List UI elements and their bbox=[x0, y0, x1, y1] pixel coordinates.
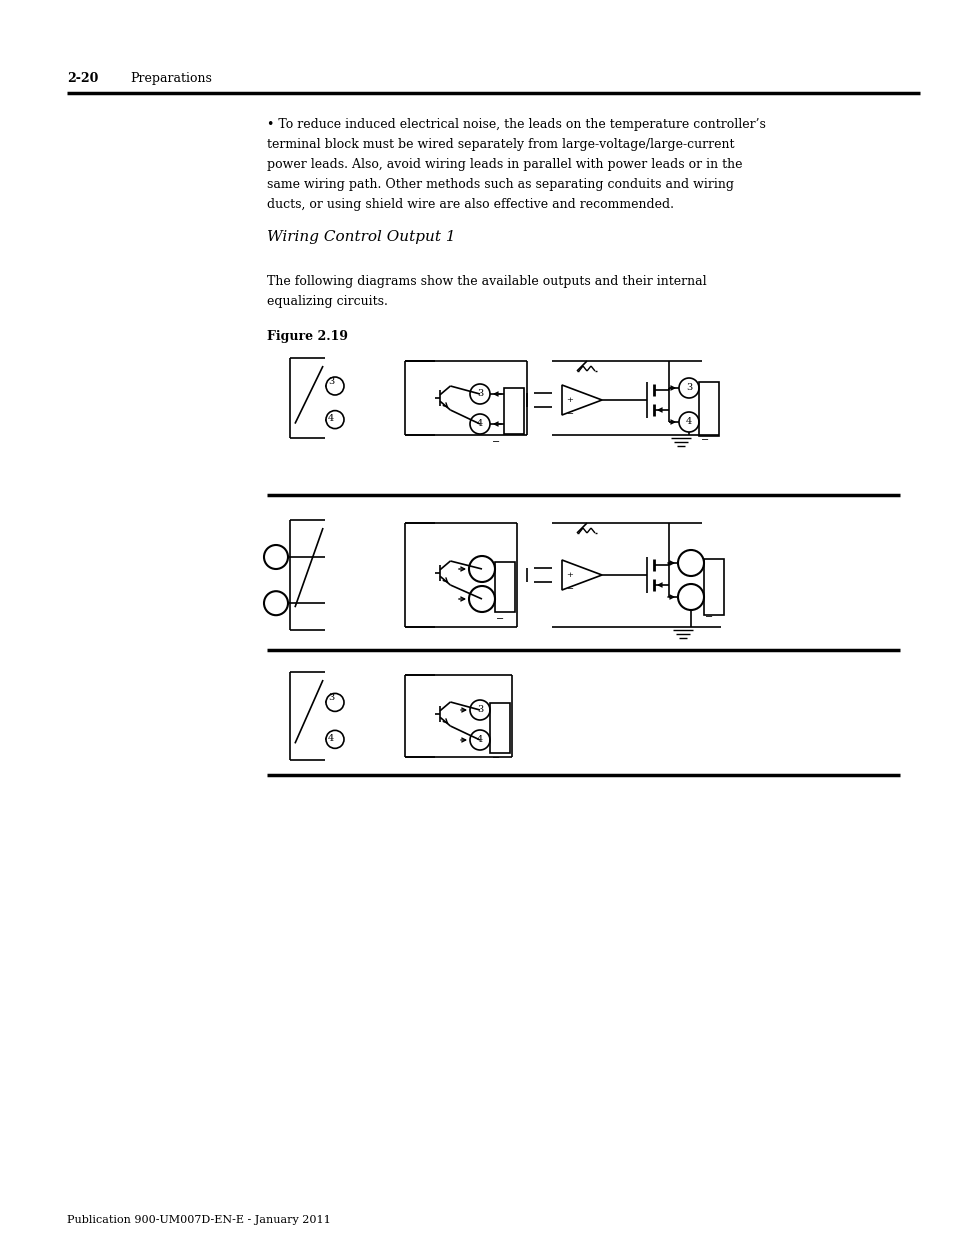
Text: −: − bbox=[492, 438, 499, 447]
Bar bbox=[495, 562, 515, 613]
Text: 4: 4 bbox=[328, 414, 334, 424]
Text: power leads. Also, avoid wiring leads in parallel with power leads or in the: power leads. Also, avoid wiring leads in… bbox=[267, 158, 741, 170]
Text: +: + bbox=[565, 396, 572, 404]
Text: equalizing circuits.: equalizing circuits. bbox=[267, 295, 388, 308]
Text: 3: 3 bbox=[685, 383, 691, 391]
Text: −: − bbox=[496, 615, 503, 624]
Text: • To reduce induced electrical noise, the leads on the temperature controller’s: • To reduce induced electrical noise, th… bbox=[267, 119, 765, 131]
Bar bbox=[699, 382, 719, 436]
Text: 3: 3 bbox=[328, 377, 334, 385]
Text: +: + bbox=[565, 571, 572, 579]
Text: 4: 4 bbox=[685, 416, 691, 426]
Text: 2-20: 2-20 bbox=[67, 72, 98, 85]
Text: ducts, or using shield wire are also effective and recommended.: ducts, or using shield wire are also eff… bbox=[267, 198, 673, 211]
Text: −: − bbox=[565, 410, 573, 417]
Text: The following diagrams show the available outputs and their internal: The following diagrams show the availabl… bbox=[267, 275, 706, 288]
Text: terminal block must be wired separately from large-voltage/large-current: terminal block must be wired separately … bbox=[267, 138, 734, 151]
Text: 3: 3 bbox=[328, 693, 334, 701]
Text: −: − bbox=[492, 755, 499, 763]
Bar bbox=[703, 559, 723, 615]
Text: Figure 2.19: Figure 2.19 bbox=[267, 330, 348, 343]
Text: 4: 4 bbox=[476, 735, 482, 743]
Text: Wiring Control Output 1: Wiring Control Output 1 bbox=[267, 230, 456, 245]
Text: Publication 900-UM007D-EN-E - January 2011: Publication 900-UM007D-EN-E - January 20… bbox=[67, 1215, 331, 1225]
Text: same wiring path. Other methods such as separating conduits and wiring: same wiring path. Other methods such as … bbox=[267, 178, 733, 191]
Text: 3: 3 bbox=[476, 704, 482, 714]
Text: −: − bbox=[704, 613, 713, 622]
Text: 4: 4 bbox=[328, 734, 334, 743]
Text: −: − bbox=[565, 585, 573, 593]
Text: 3: 3 bbox=[476, 389, 482, 398]
Text: Preparations: Preparations bbox=[130, 72, 212, 85]
Bar bbox=[490, 703, 510, 753]
Bar bbox=[503, 388, 523, 433]
Text: −: − bbox=[700, 436, 708, 445]
Text: 4: 4 bbox=[476, 419, 482, 427]
